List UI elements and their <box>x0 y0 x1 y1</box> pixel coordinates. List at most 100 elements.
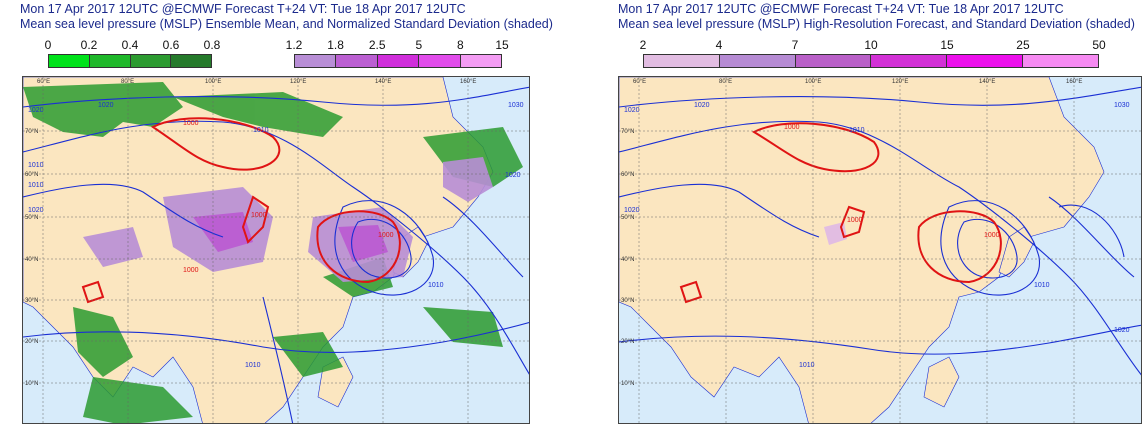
legend-label: 0.4 <box>121 38 139 52</box>
legend-label: 15 <box>495 38 509 52</box>
legend-label: 10 <box>864 38 878 52</box>
legend-swatch <box>460 55 502 67</box>
lon-labels: 60°E 80°E 100°E 120°E 140°E 160°E <box>37 79 476 85</box>
contour-label: 1010 <box>245 362 261 369</box>
ensemble-map-svg: 1020 1020 1030 1010 1000 1010 1010 1020 … <box>23 77 529 423</box>
lon-label: 120°E <box>290 79 306 85</box>
contour-label: 1020 <box>694 102 710 109</box>
contour-label: 1020 <box>505 172 521 179</box>
panel-title-line2: Mean sea level pressure (MSLP) High-Reso… <box>618 17 1135 31</box>
lon-label: 80°E <box>121 79 134 85</box>
legend-label: 1.2 <box>285 38 303 52</box>
contour-label: 1010 <box>28 182 44 189</box>
panel-title-line1: Mon 17 Apr 2017 12UTC @ECMWF Forecast T+… <box>618 2 1064 16</box>
legend-swatch <box>719 55 796 67</box>
legend-label: 4 <box>715 38 723 52</box>
legend-label: 0.2 <box>80 38 98 52</box>
contour-label: 1020 <box>1114 327 1130 334</box>
contour-label: 1000 <box>847 217 863 224</box>
lon-label: 140°E <box>979 79 995 85</box>
purple-legend-bar <box>294 54 502 68</box>
green-legend-bar <box>48 54 212 68</box>
hires-map-svg: 1020 1020 1030 1010 1000 1020 1000 1000 … <box>619 77 1141 423</box>
purple-shading-strong <box>193 212 388 262</box>
contour-label: 1030 <box>1114 102 1130 109</box>
legend-label: 0.6 <box>162 38 180 52</box>
contour-label: 1010 <box>799 362 815 369</box>
contour-label: 1020 <box>28 207 44 214</box>
lon-label: 120°E <box>892 79 908 85</box>
lon-label: 160°E <box>460 79 476 85</box>
panel-title-line1: Mon 17 Apr 2017 12UTC @ECMWF Forecast T+… <box>20 2 466 16</box>
legend-label: 0.8 <box>203 38 221 52</box>
contour-label: 1000 <box>251 212 267 219</box>
contour-label: 1020 <box>98 102 114 109</box>
legend-label: 25 <box>1016 38 1030 52</box>
lat-label: 10°N <box>25 381 38 387</box>
hires-legend-labels: 2 4 7 10 15 25 50 <box>639 38 1106 52</box>
panel-title-line2: Mean sea level pressure (MSLP) Ensemble … <box>20 17 553 31</box>
legend-label: 0 <box>44 38 52 52</box>
contour-label: 1000 <box>984 232 1000 239</box>
contour-labels: 1020 1020 1030 1010 1000 1020 1000 1000 … <box>624 102 1130 369</box>
lon-label: 160°E <box>1066 79 1082 85</box>
legend-swatch <box>377 55 420 67</box>
contour-label: 1000 <box>378 232 394 239</box>
legend-swatch <box>49 55 90 67</box>
legend-swatch <box>871 55 948 67</box>
contour-label: 1010 <box>253 127 269 134</box>
legend-label: 50 <box>1092 38 1106 52</box>
hires-panel: Mon 17 Apr 2017 12UTC @ECMWF Forecast T+… <box>598 0 1145 439</box>
contour-label: 1000 <box>183 267 199 274</box>
graticule <box>619 77 1141 423</box>
lon-label: 60°E <box>37 79 50 85</box>
lon-label: 100°E <box>205 79 221 85</box>
isobars <box>23 86 529 423</box>
green-shading <box>23 82 523 423</box>
legend-swatch <box>419 55 461 67</box>
legend-swatch <box>1023 55 1098 67</box>
graticule <box>23 77 529 423</box>
legend-label: 5 <box>415 38 423 52</box>
ensemble-map: 1020 1020 1030 1010 1000 1010 1010 1020 … <box>22 76 530 424</box>
lon-label: 140°E <box>375 79 391 85</box>
lat-label: 70°N <box>621 129 634 135</box>
lat-label: 40°N <box>25 257 38 263</box>
lat-label: 30°N <box>25 298 38 304</box>
lat-label: 30°N <box>621 298 634 304</box>
lon-labels: 60°E 80°E 100°E 120°E 140°E 160°E <box>633 79 1082 85</box>
lat-labels: 70°N 60°N 50°N 40°N 30°N 20°N 10°N <box>25 129 38 387</box>
legend-label: 15 <box>940 38 954 52</box>
legend-label: 1.8 <box>327 38 344 52</box>
lat-label: 70°N <box>25 129 38 135</box>
legend-swatch <box>89 55 131 67</box>
purple-legend: 1.2 1.8 2.5 5 8 15 <box>286 38 509 68</box>
lat-label: 10°N <box>621 381 634 387</box>
lat-label: 60°N <box>25 172 38 178</box>
contour-label: 1020 <box>28 107 44 114</box>
contour-label: 1010 <box>28 162 44 169</box>
lat-label: 60°N <box>621 172 634 178</box>
lon-label: 80°E <box>719 79 732 85</box>
contour-label: 1030 <box>508 102 524 109</box>
contour-label: 1020 <box>624 207 640 214</box>
contour-label: 1010 <box>849 127 865 134</box>
legend-label: 2.5 <box>368 38 386 52</box>
legend-swatch <box>130 55 172 67</box>
low-pressure-contours <box>81 117 401 304</box>
contour-label: 1010 <box>1034 282 1050 289</box>
hires-legend-bar <box>643 54 1099 68</box>
contour-label: 1020 <box>624 107 640 114</box>
purple-legend-labels: 1.2 1.8 2.5 5 8 15 <box>286 38 509 52</box>
lon-label: 100°E <box>805 79 821 85</box>
lat-label: 40°N <box>621 257 634 263</box>
legend-swatch <box>295 55 337 67</box>
legend-label: 2 <box>639 38 647 52</box>
lat-label: 20°N <box>25 339 38 345</box>
legend-label: 7 <box>791 38 799 52</box>
lat-labels: 70°N 60°N 50°N 40°N 30°N 20°N 10°N <box>621 129 634 387</box>
lat-label: 50°N <box>25 215 38 221</box>
lat-label: 50°N <box>621 215 634 221</box>
contour-labels: 1020 1020 1030 1010 1000 1010 1010 1020 … <box>28 102 524 369</box>
low-pressure-contours <box>679 122 1002 304</box>
